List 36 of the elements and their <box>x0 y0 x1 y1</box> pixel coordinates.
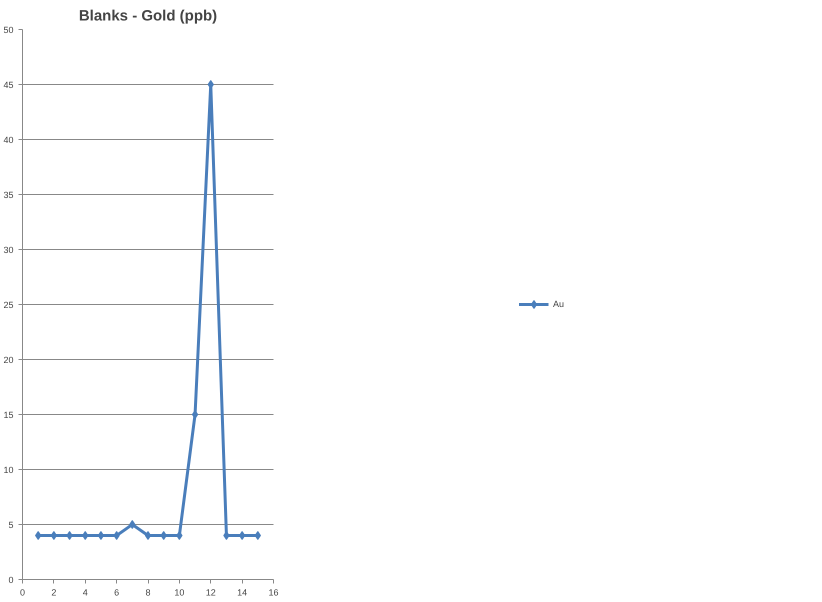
x-tick-label: 0 <box>20 588 26 598</box>
y-tick-label: 20 <box>3 355 14 365</box>
point <box>113 531 120 540</box>
y-tick-label: 5 <box>8 520 14 530</box>
x-tick-label: 8 <box>145 588 151 598</box>
x-tick-label: 2 <box>51 588 56 598</box>
point <box>144 531 152 540</box>
y-tick-label: 10 <box>3 465 14 475</box>
x-tick-label: 12 <box>206 588 216 598</box>
y-tick-label: 35 <box>3 190 14 200</box>
point <box>192 410 198 419</box>
x-tick-label: 6 <box>114 588 120 598</box>
point <box>160 531 167 540</box>
point <box>254 531 261 540</box>
x-tick-label: 14 <box>237 588 248 598</box>
y-tick-label: 25 <box>3 300 14 310</box>
y-tick-label: 30 <box>3 245 14 255</box>
point <box>98 531 104 540</box>
point <box>238 531 246 540</box>
point <box>129 520 136 529</box>
y-tick-label: 0 <box>8 575 14 585</box>
x-tick-label: 16 <box>268 588 279 598</box>
y-tick-label: 40 <box>3 135 14 145</box>
x-tick-label: 4 <box>82 588 88 598</box>
legend-label: Au <box>553 299 566 309</box>
x-tick-label: 10 <box>174 588 184 598</box>
y-tick-label: 15 <box>3 410 14 420</box>
point <box>50 531 58 540</box>
point <box>223 531 230 540</box>
point <box>176 531 183 540</box>
chart-title: Blanks - Gold (ppb) <box>78 8 218 24</box>
point <box>66 531 73 540</box>
point <box>82 531 88 540</box>
y-tick-label: 50 <box>3 25 14 35</box>
y-tick-label: 45 <box>3 80 14 90</box>
point <box>35 531 42 540</box>
